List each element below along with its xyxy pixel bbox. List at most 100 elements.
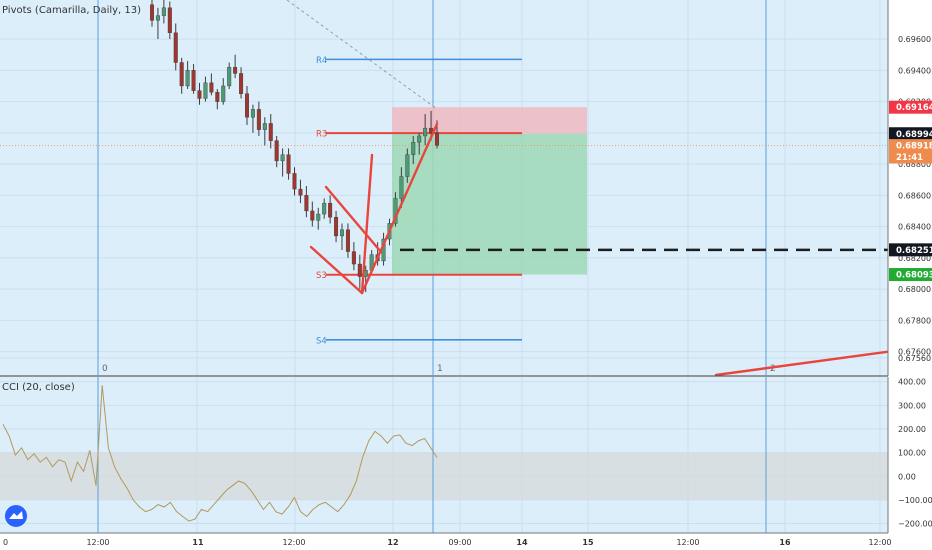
candle-down — [191, 70, 196, 91]
candle-up — [250, 109, 255, 118]
candle-down — [351, 251, 356, 265]
candle-up — [340, 229, 345, 237]
price-tag-box — [889, 100, 932, 114]
candle-down — [173, 32, 178, 63]
time-tick: 11 — [192, 538, 204, 547]
candle-down — [167, 7, 172, 34]
candle-up — [411, 141, 416, 155]
logo-icon — [9, 511, 23, 519]
price-tick: 0.67560 — [898, 354, 931, 363]
candle-down — [304, 195, 309, 212]
cci-indicator-title[interactable]: CCI (20, close) — [2, 382, 75, 393]
time-tick-labels: 0 12:00 11 12:00 12 09:00 14 15 12:00 16 12:00 — [3, 538, 892, 547]
candle-up — [316, 213, 321, 221]
time-tick: 0 — [3, 538, 8, 547]
price-tick: 0.68000 — [898, 285, 931, 294]
price-tag-label: 21:41 — [896, 153, 923, 163]
price-tag-label: 0.69164 — [896, 103, 932, 113]
candle-down — [345, 229, 350, 252]
price-tag-label: 0.68918 — [896, 142, 932, 152]
price-pane[interactable]: 0 1 2 R4 R3 S3 S4 Pivots (Camarilla, Daily, 1… — [0, 0, 895, 377]
day-separator-label: 1 — [437, 364, 443, 374]
price-tag-box — [889, 268, 932, 282]
impulse-line — [360, 153, 374, 295]
cci-axis-background — [888, 377, 932, 533]
trend-extension — [714, 349, 895, 377]
cci-tick: 200.00 — [898, 425, 926, 434]
price-tag-label: 0.68093 — [896, 271, 932, 281]
channel-line-upper — [324, 185, 383, 254]
candle-up — [227, 66, 232, 87]
candle-down — [292, 173, 297, 190]
price-tick: 0.68400 — [898, 223, 931, 232]
cci-band — [0, 452, 888, 500]
candle-up — [417, 135, 422, 143]
time-tick: 09:00 — [448, 538, 471, 547]
candle-up — [262, 123, 267, 130]
price-tick: 0.67600 — [898, 348, 931, 357]
candle-down — [310, 210, 315, 221]
tradingview-logo[interactable] — [5, 505, 27, 527]
candle-down — [298, 188, 303, 196]
time-tick: 12:00 — [676, 538, 699, 547]
pivot-label-r3: R3 — [316, 130, 327, 140]
take-profit-zone — [392, 133, 587, 275]
candles — [149, 0, 440, 293]
time-tick: 12:00 — [282, 538, 305, 547]
candle-down — [179, 62, 184, 87]
day-separator-lines: 0 1 2 — [97, 0, 776, 375]
candle-up — [322, 202, 327, 215]
candle-up — [203, 82, 208, 99]
candle-down — [268, 123, 273, 141]
pivot-label-s4: S4 — [316, 336, 327, 346]
cci-tick: 400.00 — [898, 378, 926, 387]
candle-down — [286, 154, 291, 174]
trend-drawings[interactable] — [286, 0, 895, 377]
candle-up — [423, 127, 428, 137]
time-tick: 16 — [779, 538, 791, 547]
time-tick: 12:00 — [868, 538, 891, 547]
day-separator-label: 0 — [102, 364, 108, 374]
candle-down — [209, 82, 214, 93]
cci-tick: 100.00 — [898, 449, 926, 458]
time-tick: 15 — [582, 538, 594, 547]
candle-up — [221, 85, 226, 102]
candle-down — [244, 93, 249, 118]
time-tick: 12 — [387, 538, 398, 547]
cci-tick-labels: 400.00 300.00 200.00 100.00 0.00 −100.00 −200.… — [898, 378, 932, 529]
price-tick: 0.68600 — [898, 191, 931, 200]
candle-up — [185, 70, 190, 87]
price-tag-label: 0.68251 — [896, 246, 932, 256]
cci-line — [2, 385, 438, 522]
price-axis[interactable]: 0.696000.694000.692000.690000.688000.686… — [887, 0, 932, 376]
candle-up — [161, 7, 166, 16]
candle-down — [435, 132, 440, 146]
cci-tick: 0.00 — [898, 472, 916, 481]
price-tag-box — [889, 243, 932, 257]
candle-up — [155, 15, 160, 21]
trend-line — [360, 122, 439, 295]
candle-down — [274, 140, 279, 162]
candle-down — [239, 73, 244, 94]
candle-up — [399, 176, 404, 199]
time-axis[interactable]: 0 12:00 11 12:00 12 09:00 14 15 12:00 16 12:00 — [0, 532, 932, 550]
cci-axis[interactable]: 400.00 300.00 200.00 100.00 0.00 −100.00 −200.… — [887, 377, 932, 533]
cci-tick: 300.00 — [898, 401, 926, 410]
stop-loss-zone — [392, 107, 587, 134]
price-tick: 0.69600 — [898, 35, 931, 44]
time-tick: 12:00 — [86, 538, 109, 547]
price-tag-label: 0.68994 — [896, 130, 932, 140]
day-separator-label: 2 — [770, 364, 776, 374]
time-tick: 14 — [516, 538, 528, 547]
cci-pane[interactable]: CCI (20, close) — [0, 377, 888, 533]
candle-down — [149, 4, 154, 21]
candle-down — [197, 90, 202, 99]
pivots-indicator-title[interactable]: Pivots (Camarilla, Daily, 13) — [2, 5, 141, 16]
price-tick: 0.68800 — [898, 160, 931, 169]
price-tick: 0.67800 — [898, 316, 931, 325]
candle-up — [405, 154, 410, 177]
time-axis-background — [0, 533, 932, 550]
price-axis-background — [888, 0, 932, 376]
